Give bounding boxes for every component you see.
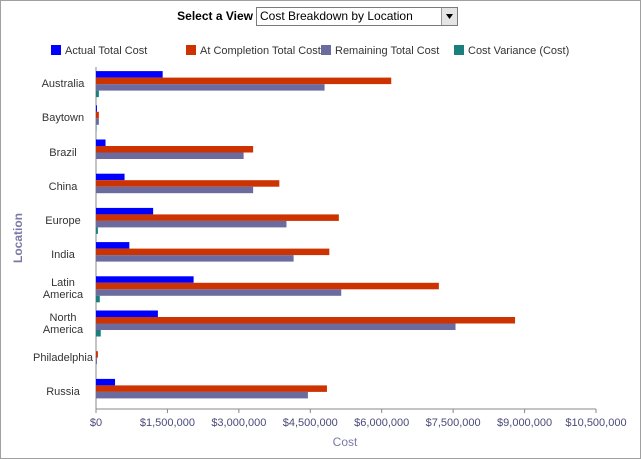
bar <box>96 276 194 283</box>
legend-label: At Completion Total Cost <box>200 45 321 57</box>
bar <box>96 71 163 78</box>
y-tick-label: Australia <box>41 78 85 91</box>
y-tick-label: Baytown <box>41 112 85 125</box>
bar <box>96 289 342 296</box>
bar <box>96 186 254 194</box>
bar <box>96 220 287 228</box>
bar <box>96 330 101 337</box>
bar <box>96 248 330 256</box>
bar <box>96 282 439 290</box>
dropdown-button[interactable] <box>441 8 457 25</box>
dropdown-value: Cost Breakdown by Location <box>260 9 413 23</box>
bar <box>96 351 98 358</box>
dropdown-arrow <box>446 14 453 19</box>
y-tick-label: Russia <box>46 385 80 398</box>
x-tick-label: $1,500,000 <box>140 417 195 429</box>
y-tick-label: Europe <box>45 214 81 227</box>
y-tick-label: India <box>51 249 75 262</box>
bar <box>96 111 99 119</box>
bar <box>96 84 325 91</box>
y-tick-label: China <box>48 180 78 193</box>
x-tick-label: $6,000,000 <box>354 417 409 429</box>
x-tick-label: $9,000,000 <box>497 417 552 429</box>
bar <box>96 378 116 386</box>
view-dropdown[interactable]: Cost Breakdown by Location <box>256 7 458 26</box>
y-tick-label: Brazil <box>49 146 77 159</box>
bar <box>96 77 392 85</box>
bar <box>96 180 280 187</box>
x-tick-label: $0 <box>90 417 102 429</box>
bar <box>96 173 125 181</box>
legend-label: Cost Variance (Cost) <box>468 45 569 57</box>
bar <box>96 118 99 125</box>
y-tick-label: North America <box>42 311 84 336</box>
legend-swatch <box>321 45 331 55</box>
bar <box>96 391 308 399</box>
bar <box>96 105 97 112</box>
legend-label: Remaining Total Cost <box>335 45 439 57</box>
bar <box>96 310 158 317</box>
bar <box>96 323 456 330</box>
legend-label: Actual Total Cost <box>65 45 147 57</box>
bar <box>96 227 98 234</box>
bar <box>96 139 106 146</box>
x-tick-label: $4,500,000 <box>283 417 338 429</box>
x-tick-label: $3,000,000 <box>211 417 266 429</box>
bar <box>96 317 516 324</box>
bar <box>96 207 154 215</box>
bar <box>96 357 97 365</box>
bar <box>96 295 100 303</box>
view-label: Select a View <box>177 9 253 23</box>
bar <box>96 152 244 159</box>
bar <box>96 214 339 221</box>
x-tick-label: $10,500,000 <box>565 417 626 429</box>
y-axis-title: Location <box>11 213 25 263</box>
legend-swatch <box>186 45 196 55</box>
legend-swatch <box>51 45 61 55</box>
bar <box>96 255 294 262</box>
bar <box>96 385 327 392</box>
bar <box>96 146 254 153</box>
legend-swatch <box>454 45 464 55</box>
x-axis-title: Cost <box>333 435 358 449</box>
y-tick-label: Latin America <box>42 277 84 302</box>
bar <box>96 90 99 98</box>
x-tick-label: $7,500,000 <box>426 417 481 429</box>
bar <box>96 242 130 249</box>
y-tick-label: Philadelphia <box>33 351 93 364</box>
